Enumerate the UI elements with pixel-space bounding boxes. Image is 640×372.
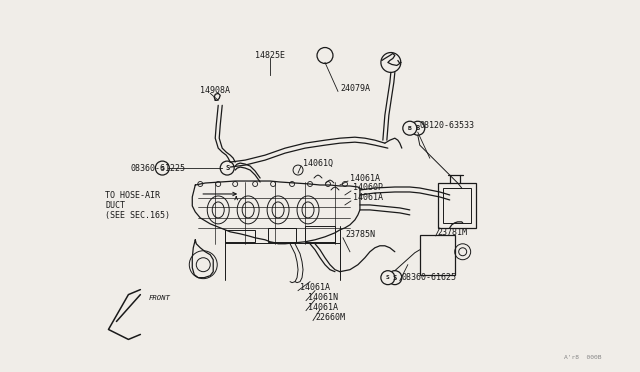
Text: S: S — [386, 275, 390, 280]
Circle shape — [388, 271, 402, 285]
Text: 14061Q: 14061Q — [303, 158, 333, 167]
Bar — [438, 183, 476, 228]
Text: 24079A: 24079A — [340, 84, 370, 93]
Text: 22660M: 22660M — [315, 313, 345, 322]
Text: 14825E: 14825E — [255, 51, 285, 60]
Text: S: S — [393, 275, 397, 280]
Text: 08360-61225: 08360-61225 — [131, 164, 186, 173]
Text: 08360-61625: 08360-61625 — [402, 273, 457, 282]
Text: 14908A: 14908A — [200, 86, 230, 95]
Text: FRONT: FRONT — [148, 295, 170, 301]
Bar — [443, 188, 470, 223]
Text: B: B — [415, 125, 420, 131]
Circle shape — [156, 161, 170, 175]
Text: S: S — [225, 165, 229, 171]
Bar — [305, 226, 335, 242]
Text: B: B — [408, 126, 412, 131]
Circle shape — [220, 161, 234, 175]
Text: DUCT: DUCT — [106, 201, 125, 211]
Bar — [268, 228, 296, 242]
Text: 14061A: 14061A — [353, 193, 383, 202]
Text: 14060P: 14060P — [353, 183, 383, 192]
Text: (SEE SEC.165): (SEE SEC.165) — [106, 211, 170, 220]
Text: TO HOSE-AIR: TO HOSE-AIR — [106, 192, 161, 201]
Text: 14061A: 14061A — [350, 173, 380, 183]
Bar — [225, 230, 255, 242]
Circle shape — [403, 121, 417, 135]
Text: 23785N: 23785N — [345, 230, 375, 239]
Text: 14061A: 14061A — [300, 283, 330, 292]
Text: 14061N: 14061N — [308, 293, 338, 302]
Text: A'r8  000B: A'r8 000B — [564, 355, 602, 360]
Text: S: S — [161, 166, 164, 171]
Circle shape — [381, 271, 395, 285]
Text: 08120-63533: 08120-63533 — [420, 121, 475, 130]
Bar — [420, 235, 454, 275]
Text: 14061A: 14061A — [308, 303, 338, 312]
Circle shape — [411, 121, 425, 135]
Text: 23781M: 23781M — [438, 228, 468, 237]
